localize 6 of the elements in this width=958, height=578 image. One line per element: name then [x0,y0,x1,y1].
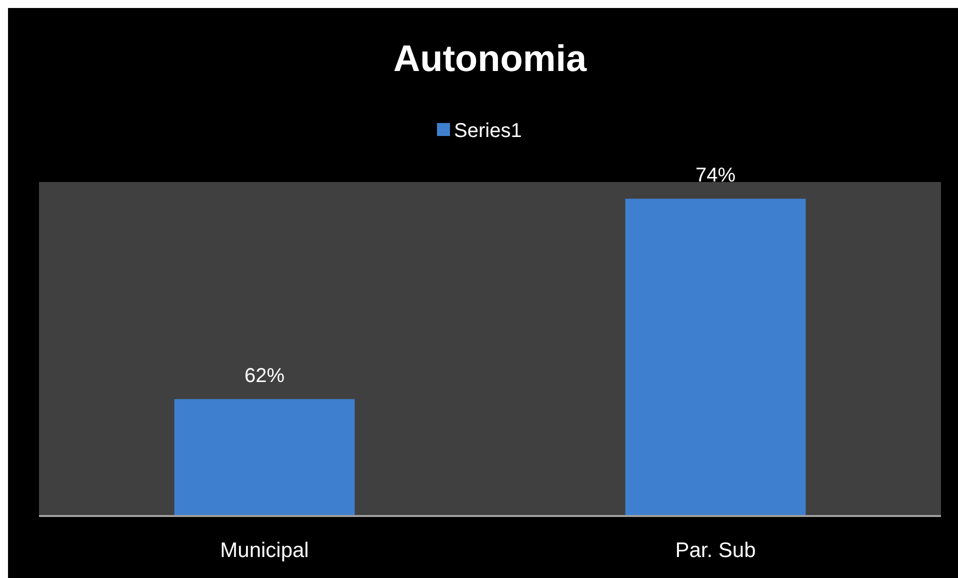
data-label: 62% [244,365,285,388]
chart-title: Autonomia [393,38,588,79]
x-tick-label: Municipal [220,539,309,562]
x-tick-label: Par. Sub [675,539,756,562]
legend-label: Series1 [454,120,522,142]
data-label: 74% [695,164,736,187]
